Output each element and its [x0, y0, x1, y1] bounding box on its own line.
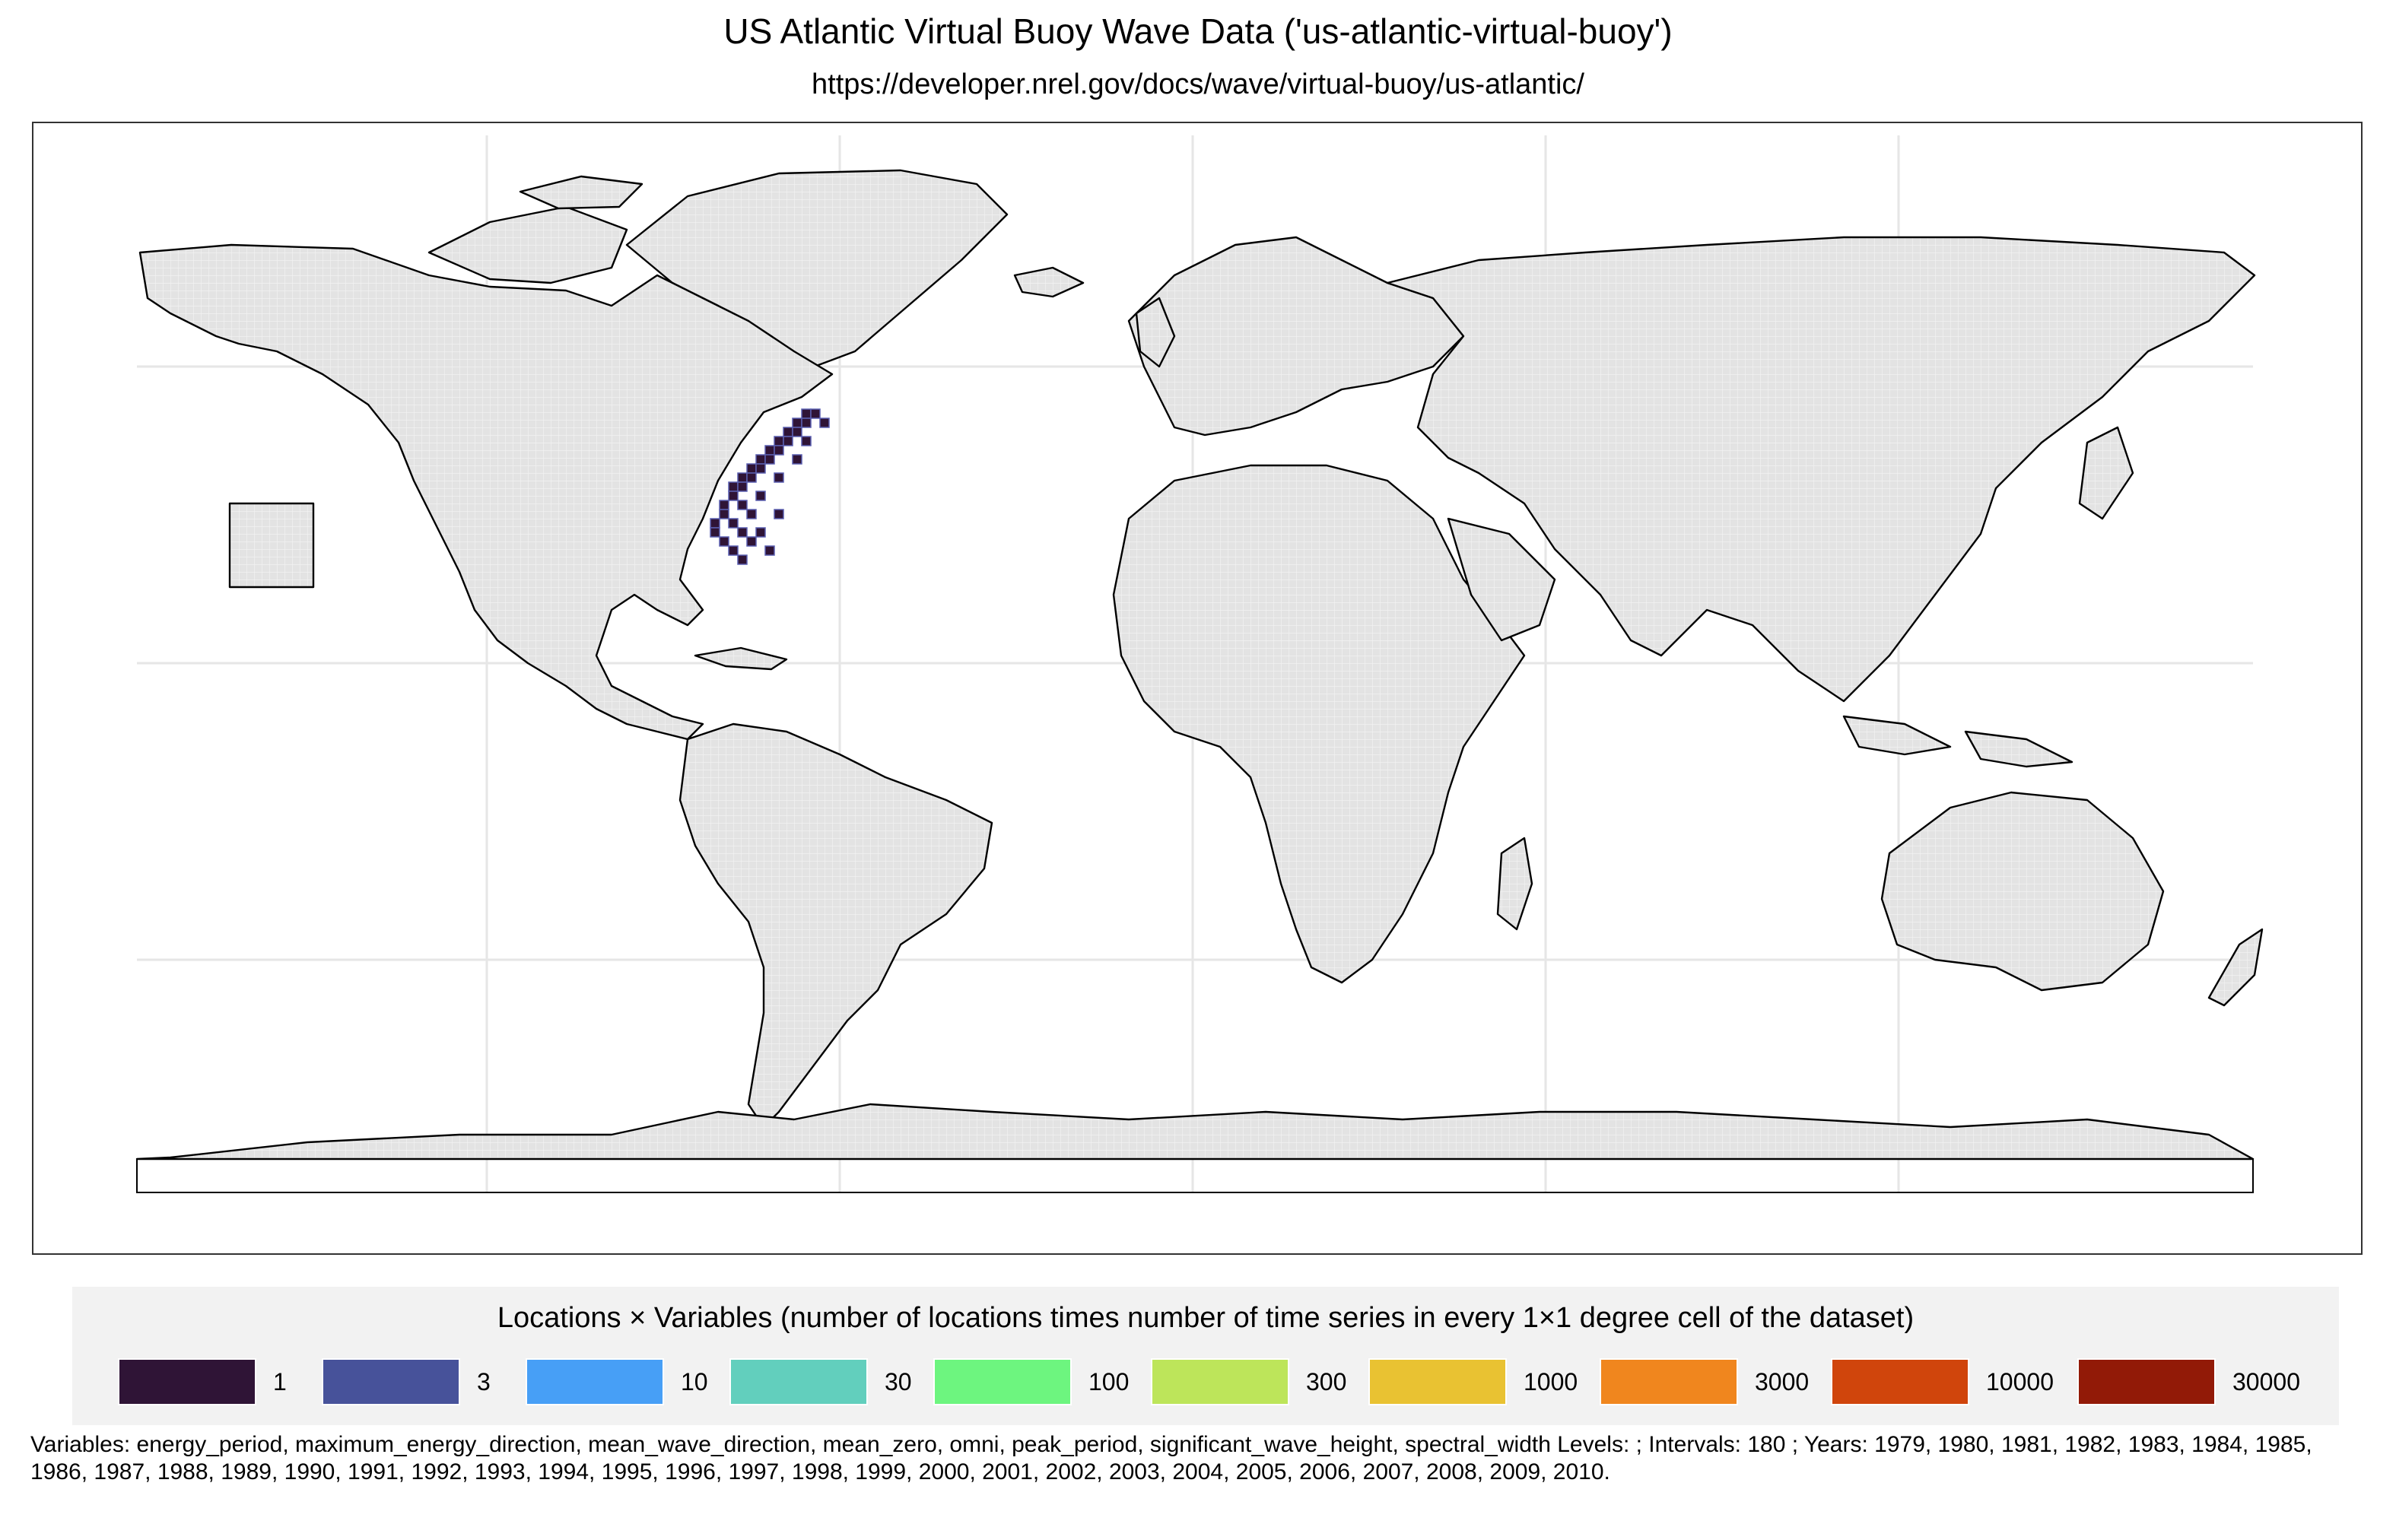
legend-item: 3 [322, 1358, 526, 1405]
legend-label: 1000 [1524, 1367, 1578, 1396]
north-america [138, 243, 834, 741]
legend-item: 3000 [1600, 1358, 1831, 1405]
world-map [135, 135, 2264, 1193]
map-title: US Atlantic Virtual Buoy Wave Data ('us-… [723, 11, 1673, 51]
legend-item: 30000 [2077, 1358, 2324, 1405]
data-cells [710, 408, 830, 565]
legend-label: 10 [681, 1367, 708, 1396]
british-isles [1135, 297, 1176, 368]
legend-label: 3 [477, 1367, 491, 1396]
legend-item: 10000 [1831, 1358, 2077, 1405]
legend-label: 100 [1088, 1367, 1130, 1396]
legend-label: 30000 [2232, 1367, 2300, 1396]
legend-items: 1 3 10 30 100 300 1000 3000 [118, 1355, 2324, 1408]
legend-swatch [1151, 1358, 1289, 1405]
legend-label: 30 [885, 1367, 912, 1396]
legend-swatch [729, 1358, 868, 1405]
europe [1127, 236, 1465, 437]
map-extent [136, 1158, 2254, 1193]
legend: Locations × Variables (number of locatio… [72, 1287, 2339, 1425]
legend-item: 100 [933, 1358, 1151, 1405]
legend-label: 3000 [1755, 1367, 1810, 1396]
legend-swatch [2077, 1358, 2216, 1405]
asia [1386, 236, 2256, 703]
map-subtitle: https://developer.nrel.gov/docs/wave/vir… [812, 68, 1584, 100]
arctic-islands [427, 205, 628, 284]
legend-label: 1 [273, 1367, 287, 1396]
new-zealand [2207, 928, 2264, 1007]
legend-title: Locations × Variables (number of locatio… [497, 1302, 1915, 1334]
south-america [678, 722, 993, 1129]
japan [2078, 426, 2134, 520]
legend-swatch [322, 1358, 460, 1405]
legend-swatch [933, 1358, 1072, 1405]
legend-label: 10000 [1986, 1367, 2054, 1396]
iceland [1013, 266, 1085, 298]
legend-swatch [1831, 1358, 1969, 1405]
africa [1112, 464, 1526, 984]
legend-swatch [118, 1358, 256, 1405]
hawaii-region [228, 502, 315, 589]
legend-label: 300 [1306, 1367, 1347, 1396]
legend-swatch [1600, 1358, 1738, 1405]
australia [1880, 791, 2165, 992]
caribbean-islands [694, 646, 788, 671]
indonesia [1842, 715, 1952, 756]
arabia [1447, 517, 1556, 642]
land-masses [135, 169, 2264, 1161]
legend-swatch [526, 1358, 664, 1405]
legend-item: 30 [729, 1358, 933, 1405]
madagascar [1496, 837, 1533, 931]
legend-item: 1 [118, 1358, 322, 1405]
antarctica [135, 1103, 2255, 1161]
legend-item: 1000 [1368, 1358, 1600, 1405]
legend-swatch [1368, 1358, 1507, 1405]
legend-item: 10 [526, 1358, 729, 1405]
footnote: Variables: energy_period, maximum_energy… [30, 1432, 2312, 1484]
map-panel [32, 122, 2363, 1255]
legend-item: 300 [1151, 1358, 1368, 1405]
